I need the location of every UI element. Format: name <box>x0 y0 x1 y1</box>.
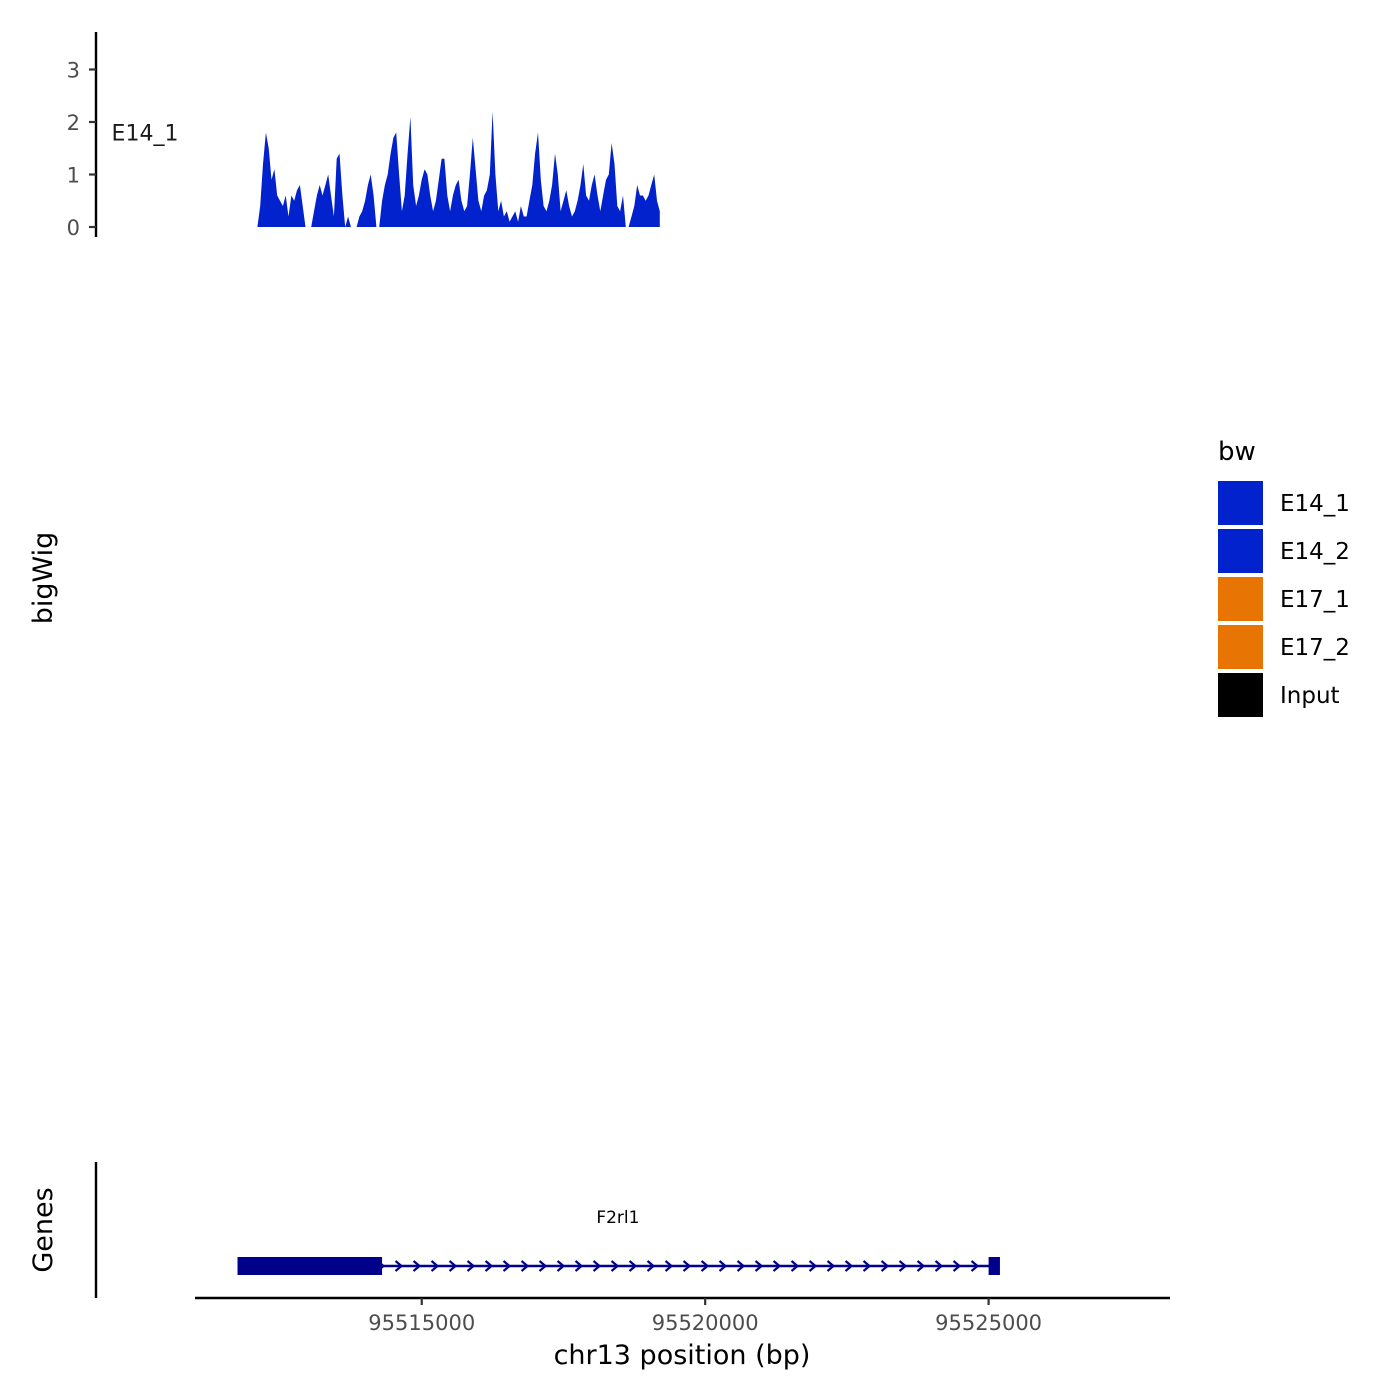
strand-arrow <box>430 1260 440 1272</box>
strand-arrow <box>610 1260 620 1272</box>
legend-swatch-E17_1 <box>1218 577 1263 621</box>
x-axis: 95515000 95520000 95525000 <box>195 1296 1170 1335</box>
strand-arrow <box>682 1260 692 1272</box>
legend-swatch-E14_2 <box>1218 529 1263 573</box>
genes-panel: Genes F2rl1 <box>28 1162 1000 1298</box>
gene-exon <box>988 1257 1000 1275</box>
strand-arrow <box>880 1260 890 1272</box>
strand-arrow <box>664 1260 674 1272</box>
strand-arrow <box>412 1260 422 1272</box>
strand-arrow <box>592 1260 602 1272</box>
x-axis-title: chr13 position (bp) <box>554 1340 811 1371</box>
strand-arrow <box>574 1260 584 1272</box>
legend: bw E14_1 E14_2 E17_1 E17_2 Input <box>1218 437 1350 717</box>
track-E14_1: 0 1 2 3 E14_1 <box>67 32 660 240</box>
strand-arrow <box>628 1260 638 1272</box>
strand-arrow <box>790 1260 800 1272</box>
strand-arrow <box>538 1260 548 1272</box>
gene-name-label: F2rl1 <box>596 1208 639 1228</box>
legend-swatch-E17_2 <box>1218 625 1263 669</box>
legend-label-E14_2: E14_2 <box>1280 539 1350 565</box>
gene-F2rl1: F2rl1 <box>237 1208 1000 1275</box>
y-tick-label: 2 <box>67 111 80 135</box>
strand-arrow <box>718 1260 728 1272</box>
legend-label-E17_2: E17_2 <box>1280 635 1350 661</box>
legend-swatch-E14_1 <box>1218 481 1263 525</box>
strand-arrow <box>844 1260 854 1272</box>
strand-arrow <box>898 1260 908 1272</box>
strand-arrow <box>646 1260 656 1272</box>
legend-label-E17_1: E17_1 <box>1280 587 1350 613</box>
genes-axis-title: Genes <box>28 1187 59 1272</box>
legend-label-Input: Input <box>1280 683 1340 709</box>
y-tick-label: 3 <box>67 59 80 83</box>
strand-arrow <box>484 1260 494 1272</box>
track-label: E14_1 <box>112 122 179 147</box>
signal-area-E14_1 <box>257 111 660 227</box>
x-tick-label: 95515000 <box>368 1311 475 1335</box>
strand-arrow <box>754 1260 764 1272</box>
y-axis-title: bigWig <box>28 532 59 625</box>
strand-arrow <box>556 1260 566 1272</box>
strand-arrow <box>952 1260 962 1272</box>
strand-arrow <box>736 1260 746 1272</box>
gene-models: F2rl1 <box>237 1208 1000 1275</box>
strand-arrow <box>808 1260 818 1272</box>
strand-arrow <box>862 1260 872 1272</box>
x-tick-label: 95525000 <box>935 1311 1042 1335</box>
strand-arrow <box>502 1260 512 1272</box>
strand-arrow <box>700 1260 710 1272</box>
legend-swatch-Input <box>1218 673 1263 717</box>
strand-arrow <box>394 1260 404 1272</box>
strand-arrow <box>826 1260 836 1272</box>
x-tick-label: 95520000 <box>652 1311 759 1335</box>
legend-title: bw <box>1218 437 1256 467</box>
strand-arrow <box>970 1260 980 1272</box>
tracks-panel: 0 1 2 3 E14_1 <box>67 32 660 240</box>
strand-arrow <box>448 1260 458 1272</box>
y-tick-label: 1 <box>67 164 80 188</box>
y-tick-label: 0 <box>67 216 80 240</box>
strand-arrow <box>916 1260 926 1272</box>
strand-arrow <box>466 1260 476 1272</box>
strand-arrow <box>520 1260 530 1272</box>
strand-arrow <box>772 1260 782 1272</box>
strand-arrow <box>934 1260 944 1272</box>
gene-exon <box>237 1257 383 1275</box>
legend-label-E14_1: E14_1 <box>1280 491 1350 517</box>
